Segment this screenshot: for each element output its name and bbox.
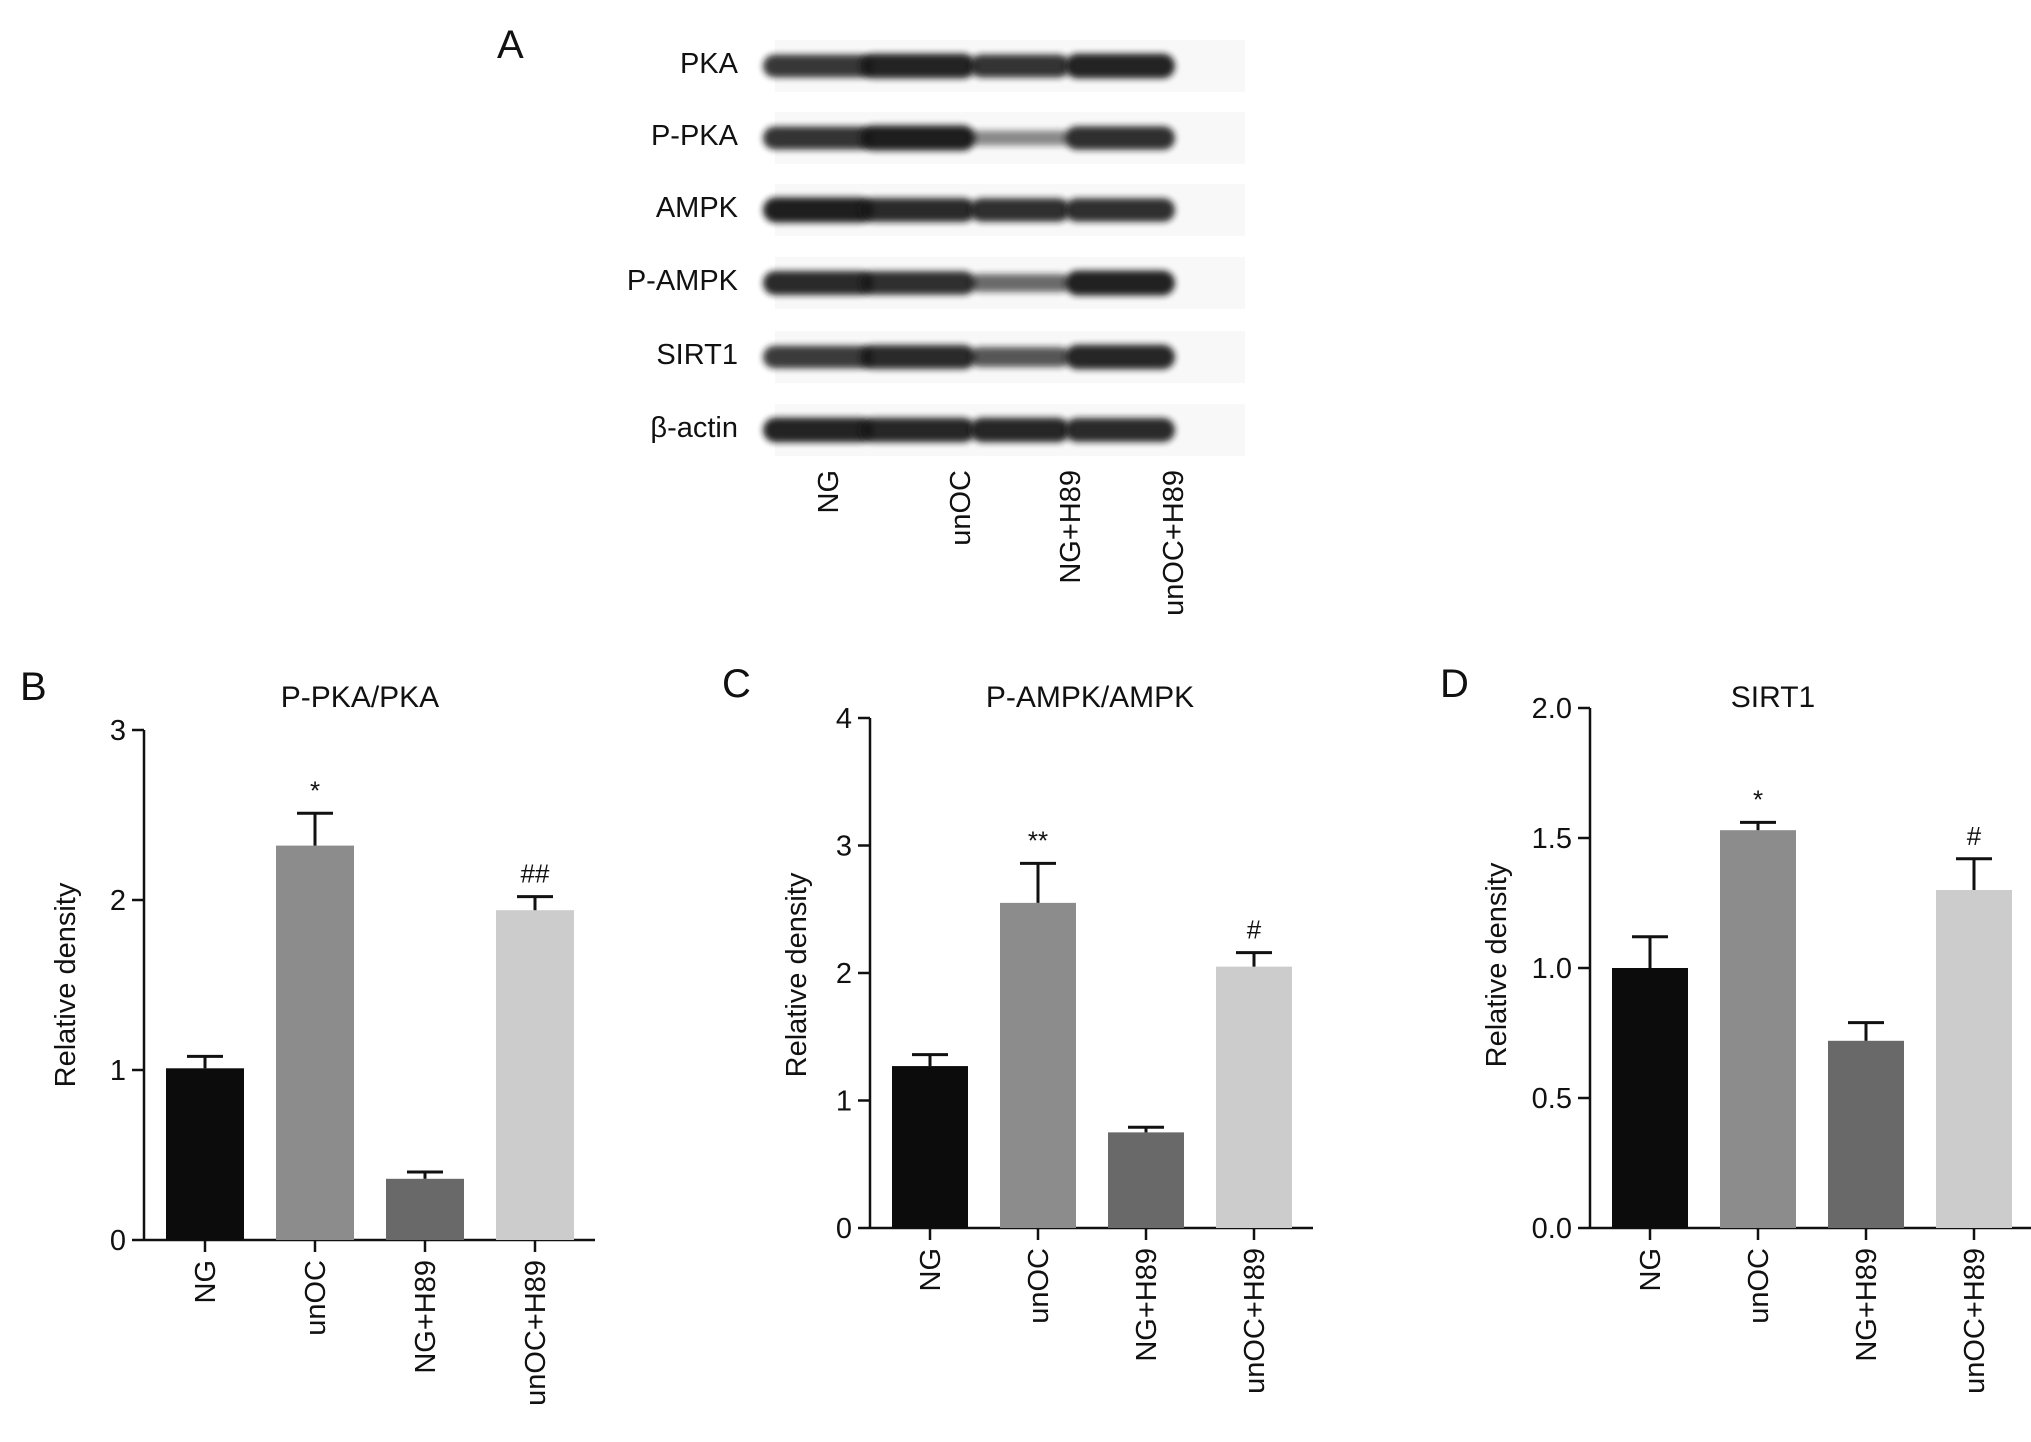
y-tick-label: 0 bbox=[110, 1225, 126, 1257]
blot-band bbox=[1065, 417, 1175, 443]
x-tick-label-unoc: unOC bbox=[1743, 1248, 1775, 1324]
blot-band bbox=[763, 345, 873, 369]
blot-label-actin: β-actin bbox=[650, 412, 738, 444]
y-tick-label: 3 bbox=[836, 831, 852, 863]
panel-letter-b: B bbox=[20, 665, 47, 709]
bar-unoc bbox=[276, 845, 354, 1240]
bar-unoc-h89 bbox=[496, 910, 574, 1240]
blot-band bbox=[763, 270, 873, 296]
x-tick-label-ng-h89: NG+H89 bbox=[410, 1260, 442, 1374]
x-tick-label-unoc-h89: unOC+H89 bbox=[520, 1260, 552, 1406]
blot-band bbox=[970, 347, 1070, 367]
blot-lane-label-ng-h89: NG+H89 bbox=[1055, 470, 1087, 584]
bar-chart-p-ampk-ampk: C P-AMPK/AMPK Relative density 0 1 2 3 4 NG ** unO… bbox=[722, 662, 1313, 1394]
x-tick-label-ng: NG bbox=[1635, 1248, 1667, 1292]
chart-title: SIRT1 bbox=[1731, 681, 1815, 714]
blot-label-ampk: AMPK bbox=[656, 192, 739, 224]
blot-label-pka: PKA bbox=[680, 48, 739, 80]
significance-marker: * bbox=[310, 775, 320, 805]
y-axis-label: Relative density bbox=[781, 872, 813, 1077]
blot-label-p-ampk: P-AMPK bbox=[627, 265, 739, 297]
chart-title: P-PKA/PKA bbox=[281, 681, 439, 714]
y-axis-label: Relative density bbox=[50, 882, 82, 1087]
y-axis-label: Relative density bbox=[1481, 862, 1513, 1067]
blot-band bbox=[860, 53, 976, 79]
blot-band bbox=[970, 198, 1070, 222]
blot-band bbox=[763, 197, 873, 223]
blot-band bbox=[860, 417, 976, 443]
y-tick-label: 0.0 bbox=[1532, 1213, 1572, 1245]
blot-band bbox=[970, 54, 1070, 78]
blot-band bbox=[860, 344, 976, 370]
y-tick-label: 2.0 bbox=[1532, 693, 1572, 725]
bar-unoc-h89 bbox=[1936, 890, 2012, 1228]
blot-band bbox=[1065, 126, 1175, 150]
bar-ng-h89 bbox=[1828, 1040, 1904, 1228]
blot-label-p-pka: P-PKA bbox=[651, 120, 739, 152]
bar-ng bbox=[892, 1066, 968, 1228]
bar-unoc-h89 bbox=[1216, 966, 1292, 1228]
x-tick-label-unoc: unOC bbox=[300, 1260, 332, 1336]
blot-label-sirt1: SIRT1 bbox=[656, 339, 738, 371]
bar-ng bbox=[166, 1068, 244, 1240]
blot-band bbox=[970, 130, 1070, 146]
y-tick-label: 1 bbox=[836, 1086, 852, 1118]
y-tick-label: 4 bbox=[836, 703, 852, 735]
chart-title: P-AMPK/AMPK bbox=[986, 681, 1194, 714]
significance-marker: # bbox=[1247, 915, 1262, 945]
y-tick-label: 1 bbox=[110, 1055, 126, 1087]
panel-letter-a: A bbox=[497, 23, 524, 67]
blot-band bbox=[970, 274, 1070, 292]
blot-lane-label-ng: NG bbox=[813, 470, 845, 514]
y-tick-label: 0.5 bbox=[1532, 1083, 1572, 1115]
panel-letter-d: D bbox=[1440, 662, 1469, 706]
blot-band bbox=[860, 197, 976, 223]
blot-band bbox=[763, 126, 873, 150]
blot-band bbox=[1065, 270, 1175, 296]
x-tick-label-ng-h89: NG+H89 bbox=[1851, 1248, 1883, 1362]
blot-band bbox=[970, 417, 1070, 443]
bar-ng bbox=[1612, 968, 1688, 1228]
blot-band bbox=[1065, 344, 1175, 370]
blot-band bbox=[763, 54, 873, 78]
y-tick-label: 0 bbox=[836, 1213, 852, 1245]
blot-band bbox=[860, 125, 976, 151]
significance-marker: ** bbox=[1028, 825, 1048, 855]
x-tick-label-unoc: unOC bbox=[1023, 1248, 1055, 1324]
significance-marker: # bbox=[1967, 821, 1982, 851]
blot-band bbox=[1065, 53, 1175, 79]
bar-unoc bbox=[1000, 902, 1076, 1228]
x-tick-label-ng: NG bbox=[915, 1248, 947, 1292]
panel-letter-c: C bbox=[722, 662, 751, 706]
y-tick-label: 1.0 bbox=[1532, 953, 1572, 985]
bar-chart-p-pka-pka: B P-PKA/PKA Relative density 0 1 2 3 NG * unOC NG+… bbox=[20, 665, 595, 1406]
x-tick-label-unoc-h89: unOC+H89 bbox=[1959, 1248, 1991, 1394]
x-tick-label-ng: NG bbox=[190, 1260, 222, 1304]
y-tick-label: 2 bbox=[110, 885, 126, 917]
bar-unoc bbox=[1720, 830, 1796, 1228]
significance-marker: * bbox=[1753, 784, 1763, 814]
blot-band bbox=[860, 271, 976, 295]
y-tick-label: 2 bbox=[836, 958, 852, 990]
y-tick-label: 3 bbox=[110, 715, 126, 747]
blot-band bbox=[763, 417, 873, 443]
bar-ng-h89 bbox=[1108, 1132, 1184, 1228]
western-blot-panel: A PKA P-PKA AMPK P-AMPK SIRT1 β-actin NG unOC NG+… bbox=[497, 23, 1245, 616]
significance-marker: ## bbox=[521, 859, 550, 889]
x-tick-label-unoc-h89: unOC+H89 bbox=[1239, 1248, 1271, 1394]
bar-chart-sirt1: D SIRT1 Relative density 0.0 0.5 1.0 1.5 2.0 NG *… bbox=[1440, 662, 2031, 1394]
blot-lane-label-unoc-h89: unOC+H89 bbox=[1158, 470, 1190, 616]
blot-lane-label-unoc: unOC bbox=[945, 470, 977, 546]
bar-ng-h89 bbox=[386, 1178, 464, 1240]
y-tick-label: 1.5 bbox=[1532, 823, 1572, 855]
blot-band bbox=[1065, 198, 1175, 222]
x-tick-label-ng-h89: NG+H89 bbox=[1131, 1248, 1163, 1362]
